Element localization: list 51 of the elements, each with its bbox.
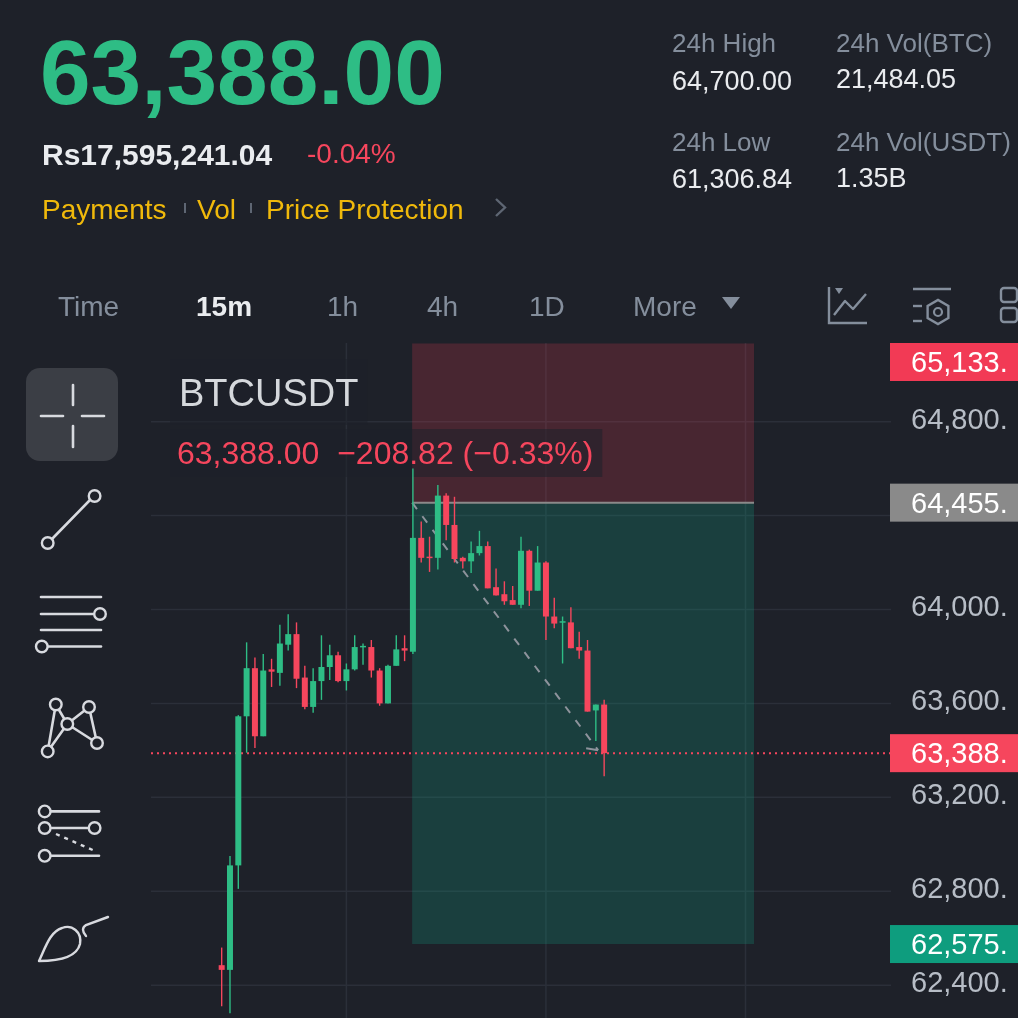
candlestick <box>576 631 583 660</box>
text: Price Protection <box>266 194 464 225</box>
candlestick <box>268 658 275 688</box>
text: 1.35B <box>836 163 907 193</box>
text: 15m <box>196 291 253 322</box>
candlestick <box>368 639 375 679</box>
text: 24h Low <box>672 127 771 157</box>
text: 24h High <box>672 28 777 58</box>
text: 63,388.00 −208.82 (−0.33%) <box>177 435 594 471</box>
candlestick <box>218 946 225 1007</box>
text: 1D <box>529 291 565 322</box>
text: Time <box>58 291 120 322</box>
text: More <box>633 291 697 322</box>
text: 65,133. <box>911 346 1008 378</box>
text: 64,455. <box>911 486 1008 519</box>
text: 64,700.00 <box>672 66 793 96</box>
candlestick <box>393 634 400 667</box>
candlestick <box>559 615 566 665</box>
candlestick <box>509 585 516 606</box>
text: 21,484.05 <box>836 64 957 94</box>
candlestick <box>501 580 508 606</box>
text: -0.04% <box>307 138 396 169</box>
text: 24h Vol(USDT) <box>836 127 1011 157</box>
candlestick <box>285 613 292 652</box>
candlestick <box>401 634 408 662</box>
y-tick-label: 62,800. <box>911 872 1008 905</box>
y-tick-label: 64,800. <box>911 402 1008 435</box>
text: 62,575. <box>911 928 1008 961</box>
candlestick <box>318 634 325 701</box>
text: BTCUSDT <box>179 372 359 414</box>
text: 63,388.00 <box>40 22 445 123</box>
candlestick <box>343 662 350 692</box>
y-tick-label: 62,400. <box>911 966 1008 999</box>
ref-line-label: 63,388. <box>911 737 1008 770</box>
text: 1h <box>327 291 359 322</box>
y-tick-label: 64,000. <box>911 590 1008 623</box>
text: 4h <box>427 291 459 322</box>
text: Payments <box>42 194 167 225</box>
y-tick-label: 63,600. <box>911 684 1008 717</box>
candlestick <box>418 520 425 564</box>
candlestick <box>351 634 358 672</box>
candlestick <box>493 567 500 597</box>
candlestick <box>476 530 483 557</box>
text: 24h Vol(BTC) <box>836 28 993 58</box>
candlestick <box>551 597 558 629</box>
text: Rs17,595,241.04 <box>42 138 273 171</box>
text: Vol <box>197 194 236 225</box>
text: 61,306.84 <box>672 164 793 194</box>
candlestick <box>468 540 475 574</box>
candlestick <box>326 644 333 681</box>
y-tick-label: 63,200. <box>911 778 1008 811</box>
